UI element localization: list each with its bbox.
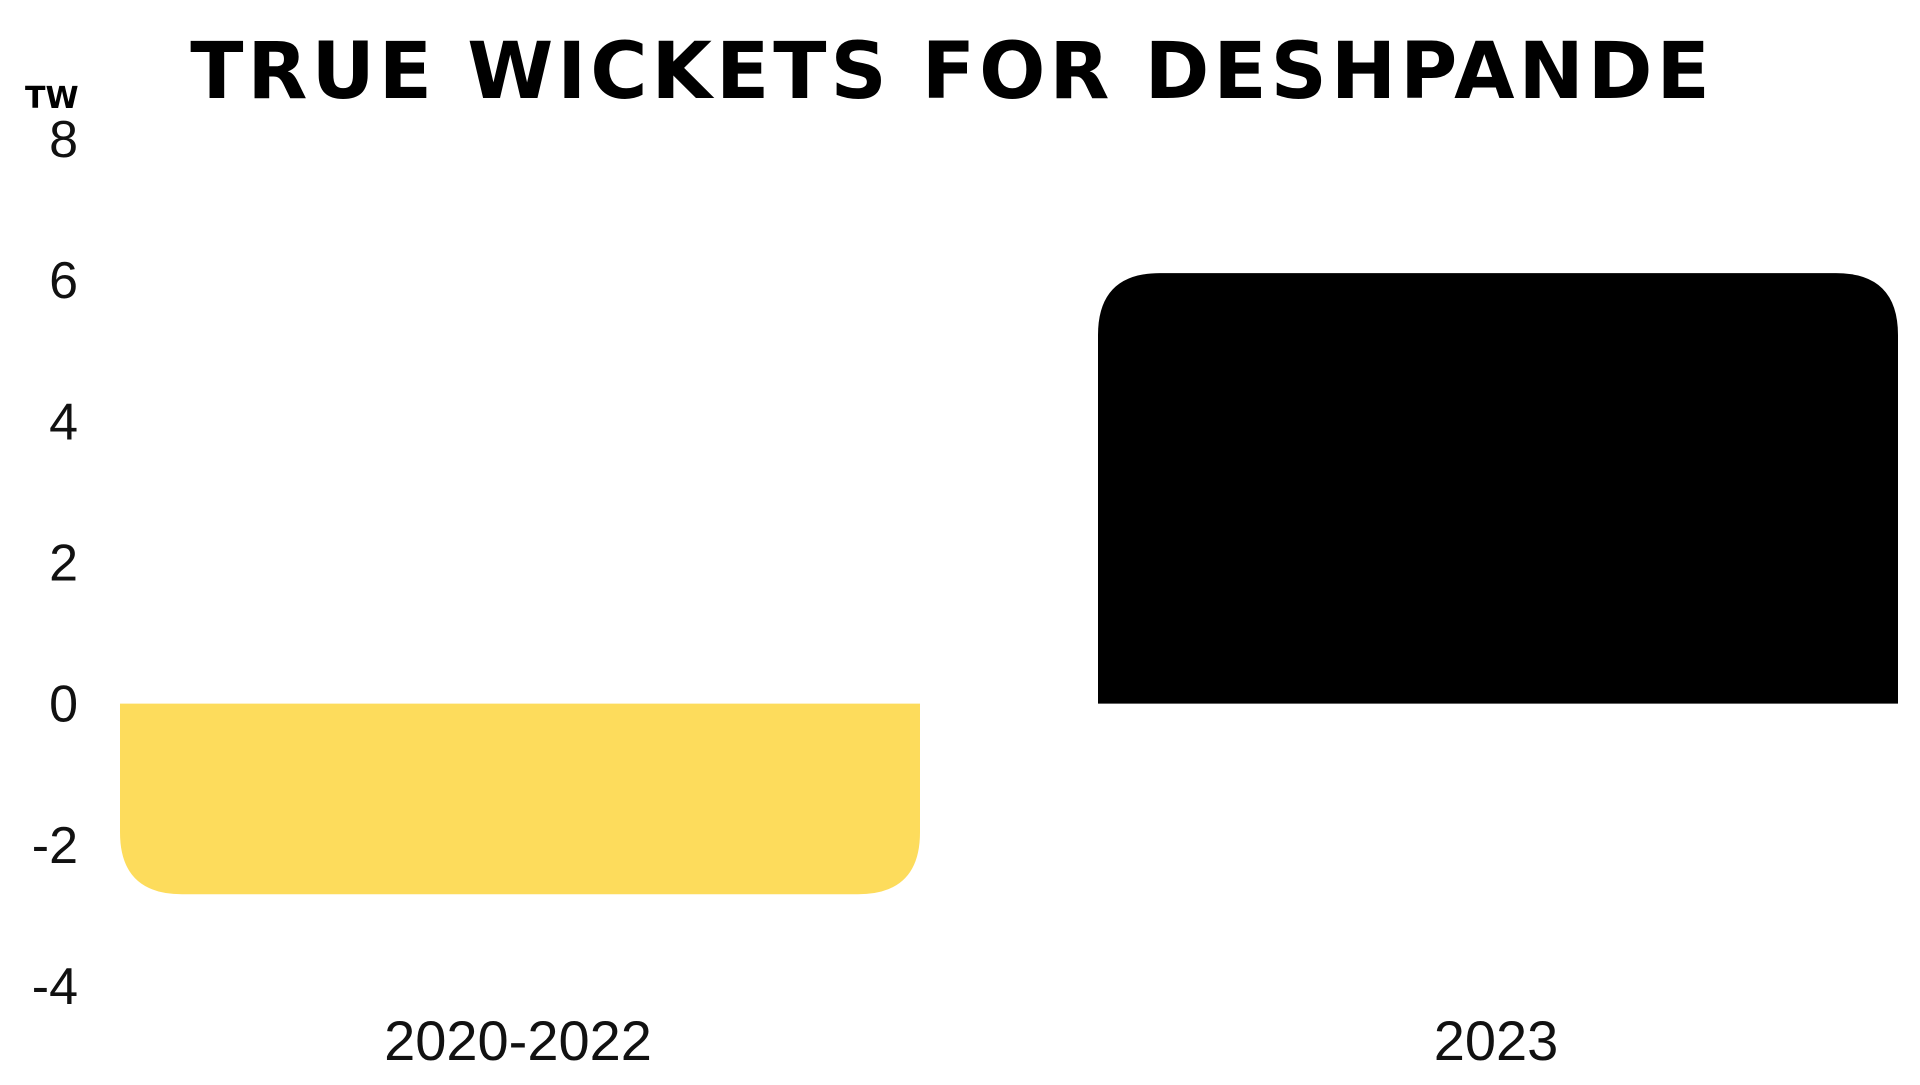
- y-tick-label: 8: [49, 111, 78, 169]
- bar-2020-2022: [120, 703, 920, 895]
- y-tick-label: -2: [32, 817, 78, 875]
- x-category-label: 2020-2022: [384, 1009, 652, 1072]
- y-axis-label: TW: [25, 81, 79, 116]
- y-axis-ticks: 8 6 4 2 0 -2 -4: [32, 111, 78, 1016]
- y-tick-label: 0: [49, 676, 78, 734]
- bars: [120, 273, 1898, 895]
- x-category-label: 2023: [1434, 1009, 1559, 1072]
- y-tick-label: -4: [32, 958, 78, 1016]
- bar-2023: [1098, 273, 1898, 704]
- y-tick-label: 2: [49, 535, 78, 593]
- y-tick-label: 4: [49, 393, 78, 451]
- y-tick-label: 6: [49, 252, 78, 310]
- x-axis-labels: 2020-2022 2023: [384, 1009, 1558, 1072]
- chart-title: TRUE WICKETS FOR DESHPANDE: [190, 27, 1714, 117]
